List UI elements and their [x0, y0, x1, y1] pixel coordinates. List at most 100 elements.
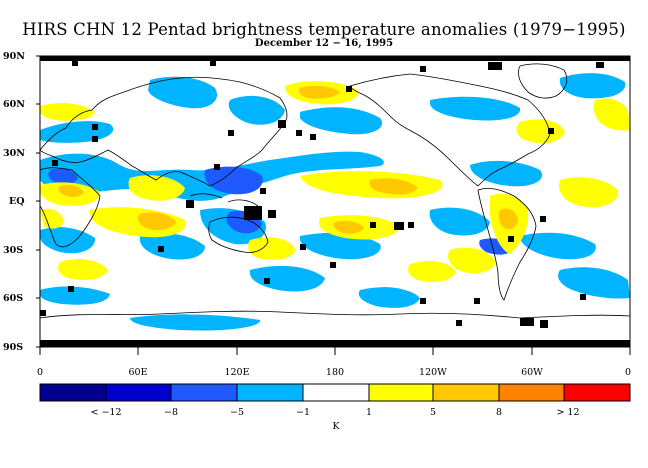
- missing-data-box: [310, 134, 316, 140]
- anomaly-region: [559, 73, 626, 99]
- missing-data-box: [296, 130, 302, 136]
- missing-data-box: [420, 66, 426, 72]
- anomaly-region: [138, 212, 176, 230]
- lat-label-eq: EQ: [9, 196, 25, 207]
- missing-data-box: [186, 200, 194, 208]
- lat-label-30n: 30N: [3, 148, 25, 159]
- coastline-south-america: [477, 188, 537, 301]
- anomaly-region: [204, 166, 263, 195]
- coastline-indonesia: [189, 193, 259, 207]
- anomaly-region: [559, 177, 619, 208]
- anomaly-region: [148, 76, 218, 109]
- anomaly-region: [369, 178, 418, 195]
- anomaly-region: [429, 207, 490, 236]
- colorbar-frame: [39, 383, 631, 402]
- missing-data-box: [456, 320, 462, 326]
- anomaly-region: [128, 175, 185, 201]
- colorbar-bin: [237, 384, 303, 401]
- missing-data-markers: [40, 56, 630, 347]
- lon-label-120e: 120E: [224, 367, 250, 378]
- anomaly-region: [298, 85, 340, 99]
- lat-label-30s: 30S: [3, 245, 24, 256]
- anomaly-region: [228, 95, 285, 125]
- lon-label-60w: 60W: [521, 367, 543, 378]
- colorbar-bin: [564, 384, 630, 401]
- map-subtitle: December 12 − 16, 1995: [254, 38, 394, 49]
- missing-data-box: [92, 124, 98, 130]
- missing-data-box: [210, 60, 216, 66]
- coastline-africa: [40, 167, 101, 248]
- colorbar-bin: [40, 384, 106, 401]
- missing-data-box: [268, 210, 276, 218]
- missing-data-box: [346, 86, 352, 92]
- colorbar-label: 8: [495, 407, 503, 418]
- anomaly-region: [40, 286, 110, 305]
- anomaly-region: [516, 119, 565, 144]
- missing-data-box: [228, 130, 234, 136]
- missing-data-box: [214, 164, 220, 170]
- colorbar-bin: [369, 384, 433, 401]
- anomaly-region: [498, 208, 518, 230]
- colorbar-label: < −12: [90, 407, 122, 418]
- missing-data-box: [540, 320, 548, 328]
- missing-data-box: [370, 222, 376, 228]
- colorbar-dividers: [105, 384, 565, 401]
- anomaly-region: [248, 237, 296, 260]
- colorbar-label: −8: [163, 407, 178, 418]
- missing-data-box: [72, 60, 78, 66]
- missing-data-box: [330, 262, 336, 268]
- lat-label-90n: 90N: [3, 51, 25, 62]
- missing-data-box: [278, 120, 286, 128]
- strong-positive-anomaly-regions: [58, 85, 518, 234]
- map-title: HIRS CHN 12 Pentad brightness temperatur…: [22, 20, 626, 39]
- anomaly-region: [333, 220, 364, 234]
- missing-data-box: [596, 62, 604, 68]
- missing-data-box: [244, 206, 262, 220]
- lon-label-120w: 120W: [419, 367, 447, 378]
- anomaly-region: [130, 314, 261, 331]
- colorbar-label: 1: [365, 407, 373, 418]
- colorbar-bin: [499, 384, 564, 401]
- colorbar-bin: [433, 384, 499, 401]
- missing-data-box: [540, 216, 546, 222]
- positive-anomaly-regions: [40, 81, 630, 282]
- anomaly-region: [593, 98, 630, 131]
- lon-label-0: 0: [36, 367, 44, 378]
- missing-data-box: [520, 318, 534, 326]
- anomaly-region: [40, 103, 95, 121]
- anomaly-region: [139, 233, 205, 260]
- colorbar-label: > 12: [556, 407, 580, 418]
- missing-data-box: [420, 298, 426, 304]
- missing-data-box: [92, 136, 98, 142]
- anomaly-region: [430, 96, 521, 121]
- anomaly-field: [40, 56, 630, 347]
- anomaly-region: [408, 261, 456, 282]
- missing-data-box: [474, 298, 480, 304]
- coastline-greenland: [518, 63, 568, 99]
- lat-label-60s: 60S: [3, 293, 24, 304]
- lat-label-60n: 60N: [3, 99, 25, 110]
- anomaly-region: [48, 168, 78, 185]
- lon-label-180: 180: [325, 367, 345, 378]
- missing-data-box: [158, 246, 164, 252]
- colorbar: [39, 383, 631, 402]
- colorbar-label: −1: [295, 407, 310, 418]
- lat-label-90s: 90S: [3, 342, 24, 353]
- missing-data-box: [68, 286, 74, 292]
- missing-data-box: [264, 278, 270, 284]
- colorbar-bin: [106, 384, 171, 401]
- missing-data-box: [52, 160, 58, 166]
- anomaly-region: [40, 208, 64, 229]
- longitude-ticks: [39, 347, 631, 355]
- missing-data-box: [488, 62, 502, 70]
- map-background: [40, 56, 630, 347]
- strong-negative-anomaly-regions: [48, 166, 515, 255]
- colorbar-label: 5: [429, 407, 437, 418]
- anomaly-region: [249, 265, 325, 292]
- missing-data-box: [300, 244, 306, 250]
- coastline-antarctica: [40, 310, 630, 319]
- anomaly-region: [558, 267, 630, 299]
- missing-data-box: [548, 128, 554, 134]
- anomaly-region: [58, 259, 108, 280]
